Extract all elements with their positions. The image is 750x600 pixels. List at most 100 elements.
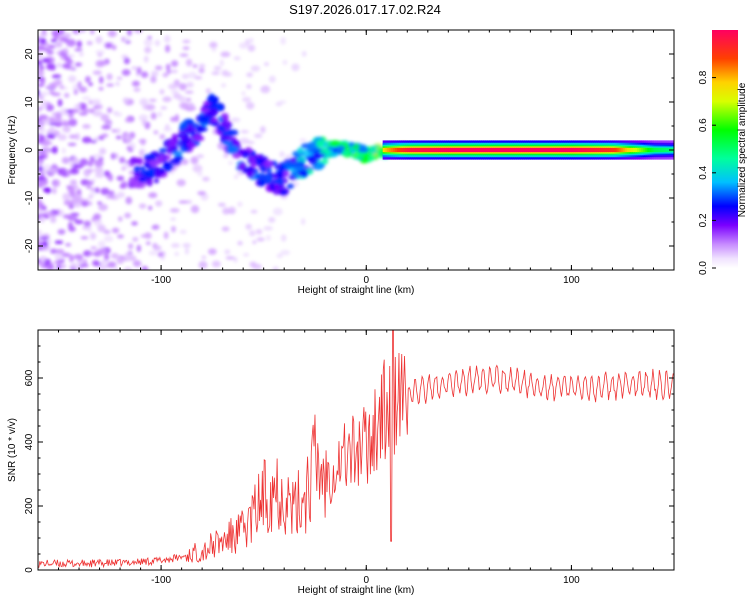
noise-blob [160,106,168,110]
tone-band-segment [600,147,603,153]
tone-band-segment [401,147,404,153]
noise-blob [115,256,124,262]
noise-blob [77,258,84,264]
noise-blob [122,97,129,103]
noise-blob [114,152,119,159]
noise-blob [119,183,126,189]
noise-blob [150,70,159,77]
noise-blob [105,194,116,200]
noise-blob [301,50,307,57]
tone-band-segment [485,147,488,153]
tone-band-segment [495,147,499,153]
noise-blob [133,87,141,92]
tone-band-segment [565,147,568,153]
noise-blob [99,147,107,155]
x-tick-label: -100 [151,275,171,286]
noise-blob [116,76,123,80]
noise-blob [38,208,43,214]
noise-blob [46,49,54,55]
noise-blob [159,89,165,95]
tone-band-segment [575,147,579,153]
tone-band-segment [548,147,552,153]
noise-blob [107,261,117,268]
ridge-blob [153,178,160,184]
noise-blob [77,30,87,33]
noise-blob [38,70,45,77]
noise-blob [52,80,62,86]
ridge-blob [369,146,378,155]
noise-blob [182,46,190,50]
noise-blob [141,265,149,270]
tone-band-segment [394,147,398,153]
colorbar-gradient [712,30,738,268]
noise-blob [119,156,126,164]
noise-blob [86,168,94,173]
ridge-blob [208,107,219,117]
noise-blob [228,206,236,215]
noise-blob [57,134,67,141]
noise-blob [38,261,43,265]
tone-band-segment [448,147,451,153]
ridge-blob [273,178,284,185]
noise-blob [86,41,93,46]
tone-band-segment [598,147,601,153]
noise-blob [94,172,105,178]
tone-band-segment [659,147,663,153]
noise-blob [39,134,46,142]
noise-blob [74,219,84,225]
noise-blob [70,262,80,269]
ridge-blob [128,162,135,167]
noise-blob [256,237,265,242]
tone-band-segment [577,147,581,153]
noise-blob [248,230,256,237]
noise-blob [88,201,93,206]
noise-blob [152,224,160,230]
ridge-blob [198,126,208,132]
ridge-blob [321,158,329,165]
tone-band-segment [608,147,611,153]
noise-blob [75,132,80,141]
noise-blob [268,217,276,223]
noise-blob [285,154,294,159]
noise-blob [93,218,103,227]
noise-blob [53,117,63,123]
tone-band-segment [499,147,503,153]
ridge-blob [233,140,240,147]
noise-blob [190,156,199,165]
noise-blob [116,127,121,135]
noise-blob [196,154,204,159]
y-tick-label: 400 [24,433,35,450]
tone-band-segment [635,147,638,153]
noise-blob [143,38,153,47]
ridge-blob [299,169,309,177]
noise-blob [95,60,105,68]
tone-band-segment [653,147,657,153]
noise-blob [174,114,180,123]
noise-blob [192,164,203,173]
tone-band-segment [474,147,478,153]
noise-blob [182,243,191,248]
noise-blob [82,124,91,129]
noise-blob [38,240,42,249]
noise-blob [44,258,52,266]
noise-blob [171,225,176,233]
ridge-blob [149,160,160,167]
noise-blob [148,192,158,199]
noise-blob [74,104,82,109]
noise-blob [38,114,48,122]
noise-blob [217,202,226,207]
noise-blob [65,243,72,247]
tone-band-segment [643,147,646,153]
tone-band-segment [454,147,458,153]
noise-blob [154,65,163,71]
noise-blob [100,187,110,196]
tone-band-segment [546,147,550,153]
spectrogram-tone-band [382,140,674,160]
noise-blob [162,72,169,78]
tone-band-segment [624,147,628,153]
noise-blob [40,98,47,107]
tone-band-segment [433,147,437,153]
noise-blob [67,142,77,146]
tone-band-segment [509,147,513,153]
tone-band-segment [423,147,427,153]
